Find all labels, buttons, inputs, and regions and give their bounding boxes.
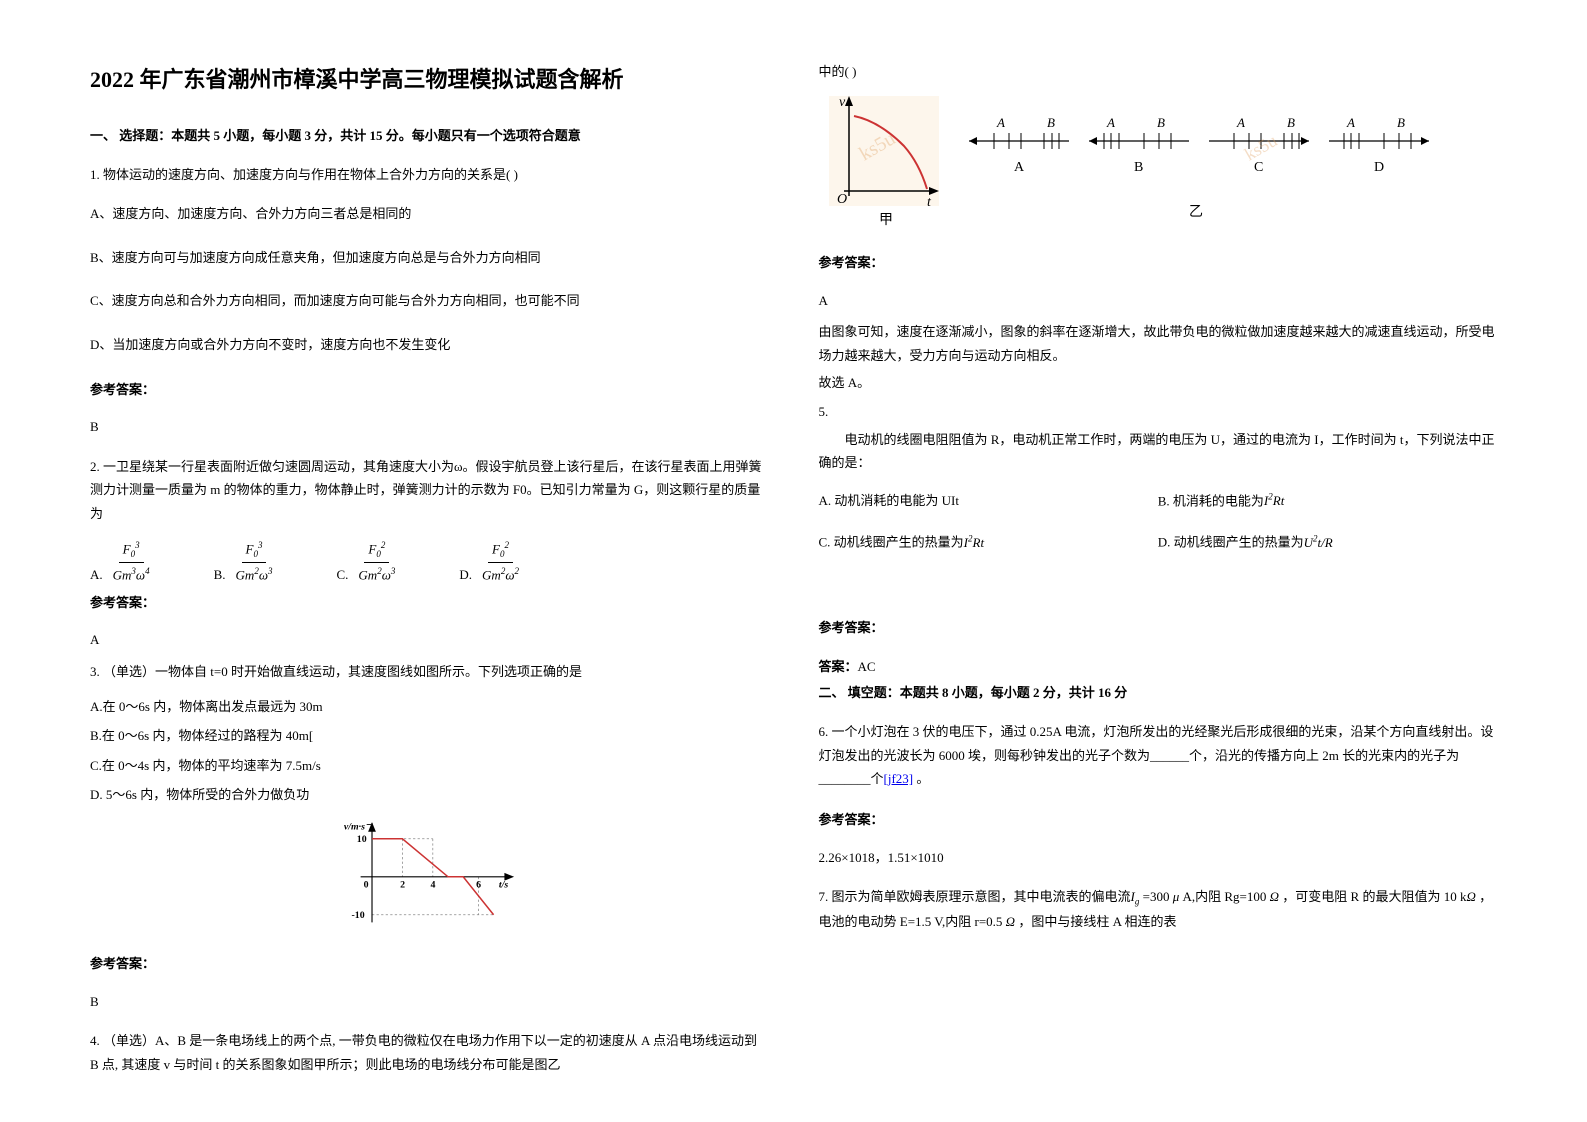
svg-text:A: A [1106, 115, 1115, 130]
svg-text:B: B [1047, 115, 1055, 130]
q5-number: 5. [819, 400, 1498, 423]
svg-text:乙: 乙 [1189, 204, 1203, 220]
paper-title: 2022 年广东省潮州市樟溪中学高三物理模拟试题含解析 [90, 60, 769, 100]
q2-answer-label: 参考答案： [90, 591, 769, 614]
q3-answer: B [90, 990, 769, 1013]
svg-text:A: A [1014, 160, 1025, 175]
section1-header: 一、 选择题：本题共 5 小题，每小题 3 分，共计 15 分。每小题只有一个选… [90, 124, 769, 147]
q2-optA: A. F03 Gm3ω4 [90, 537, 154, 587]
left-column: 2022 年广东省潮州市樟溪中学高三物理模拟试题含解析 一、 选择题：本题共 5… [90, 60, 769, 1082]
svg-text:4: 4 [431, 880, 436, 891]
q1-optB: B、速度方向可与加速度方向成任意夹角，但加速度方向总是与合外力方向相同 [90, 246, 769, 269]
q4-tail: 中的( ) [819, 60, 1498, 83]
q5-optA: A. 动机消耗的电能为 UIt [819, 489, 1158, 513]
q4-answer-label: 参考答案： [819, 251, 1498, 274]
q3-velocity-chart: v/m·s⁻¹ 10 0 -10 2 4 6 t/s [299, 816, 559, 930]
q6-answer-label: 参考答案： [819, 808, 1498, 831]
q5-answer-label: 参考答案： [819, 616, 1498, 639]
svg-text:10: 10 [357, 834, 367, 845]
q1-answer-label: 参考答案： [90, 378, 769, 401]
svg-text:B: B [1287, 115, 1295, 130]
q2-answer: A [90, 628, 769, 651]
q5-stem: 电动机的线圈电阻阻值为 R，电动机正常工作时，两端的电压为 U，通过的电流为 I… [819, 428, 1498, 475]
q5-answer: 答案：AC [819, 655, 1498, 678]
q2-optC: C. F02 Gm2ω3 [337, 537, 400, 587]
q1-optD: D、当加速度方向或合外力方向不变时，速度方向也不发生变化 [90, 333, 769, 356]
svg-text:A: A [996, 115, 1005, 130]
section2-header: 二、 填空题：本题共 8 小题，每小题 2 分，共计 16 分 [819, 681, 1498, 704]
svg-text:-10: -10 [352, 910, 365, 921]
svg-text:B: B [1397, 115, 1405, 130]
svg-text:6: 6 [476, 880, 481, 891]
q1-optC: C、速度方向总和合外力方向相同，而加速度方向可能与合外力方向相同，也可能不同 [90, 289, 769, 312]
q3-optA: A.在 0～6s 内，物体离出发点最远为 30m [90, 695, 769, 718]
q3-answer-label: 参考答案： [90, 952, 769, 975]
q4-explain1: 由图象可知，速度在逐渐减小，图象的斜率在逐渐增大，故此带负电的微粒做加速度越来越… [819, 320, 1498, 367]
q6-link[interactable]: [jf23] [884, 771, 914, 786]
q3-optB: B.在 0～6s 内，物体经过的路程为 40m[ [90, 724, 769, 747]
svg-text:v/m·s⁻¹: v/m·s⁻¹ [344, 822, 373, 833]
q2-stem: 2. 一卫星绕某一行星表面附近做匀速圆周运动，其角速度大小为ω。假设宇航员登上该… [90, 455, 769, 525]
svg-text:D: D [1374, 160, 1384, 175]
q2-optD: D. F02 Gm2ω2 [459, 537, 523, 587]
right-column: 中的( ) v O t 甲 ks5u [819, 60, 1498, 1082]
q4-explain2: 故选 A。 [819, 371, 1498, 394]
q7-stem: 7. 图示为简单欧姆表原理示意图，其中电流表的偏电流Ig =300 μ A,内阻… [819, 885, 1498, 933]
q1-optA: A、速度方向、加速度方向、合外力方向三者总是相同的 [90, 202, 769, 225]
svg-text:A: A [1236, 115, 1245, 130]
q2-optB: B. F03 Gm2ω3 [214, 537, 277, 587]
svg-text:2: 2 [400, 880, 405, 891]
svg-text:B: B [1157, 115, 1165, 130]
q5-optC: C. 动机线圈产生的热量为I2Rt [819, 530, 1158, 554]
q4-answer: A [819, 289, 1498, 312]
svg-text:甲: 甲 [879, 213, 893, 228]
q5-optD: D. 动机线圈产生的热量为U2t/R [1158, 530, 1497, 554]
q3-optD: D. 5～6s 内，物体所受的合外力做负功 [90, 783, 769, 806]
q3-stem: 3. （单选）一物体自 t=0 时开始做直线运动，其速度图线如图所示。下列选项正… [90, 660, 769, 683]
q6-answer: 2.26×1018，1.51×1010 [819, 846, 1498, 869]
svg-text:C: C [1254, 160, 1263, 175]
svg-text:t/s: t/s [499, 880, 508, 891]
svg-text:0: 0 [364, 880, 369, 891]
q1-answer: B [90, 415, 769, 438]
q5-options: A. 动机消耗的电能为 UIt B. 机消耗的电能为I2Rt C. 动机线圈产生… [819, 489, 1498, 572]
svg-text:A: A [1346, 115, 1355, 130]
q4-field-chart: v O t 甲 ks5u A B A [819, 91, 1439, 231]
q1-stem: 1. 物体运动的速度方向、加速度方向与作用在物体上合外力方向的关系是( ) [90, 163, 769, 186]
svg-text:B: B [1134, 160, 1143, 175]
q6-stem: 6. 一个小灯泡在 3 伏的电压下，通过 0.25A 电流，灯泡所发出的光经聚光… [819, 720, 1498, 790]
q2-options: A. F03 Gm3ω4 B. F03 Gm2ω3 C. F02 Gm2ω3 D… [90, 537, 769, 587]
svg-text:O: O [837, 192, 847, 207]
svg-text:v: v [839, 95, 846, 110]
q4-stem: 4. （单选）A、B 是一条电场线上的两个点, 一带负电的微粒仅在电场力作用下以… [90, 1029, 769, 1076]
q5-optB: B. 机消耗的电能为I2Rt [1158, 489, 1497, 513]
q3-optC: C.在 0～4s 内，物体的平均速率为 7.5m/s [90, 754, 769, 777]
